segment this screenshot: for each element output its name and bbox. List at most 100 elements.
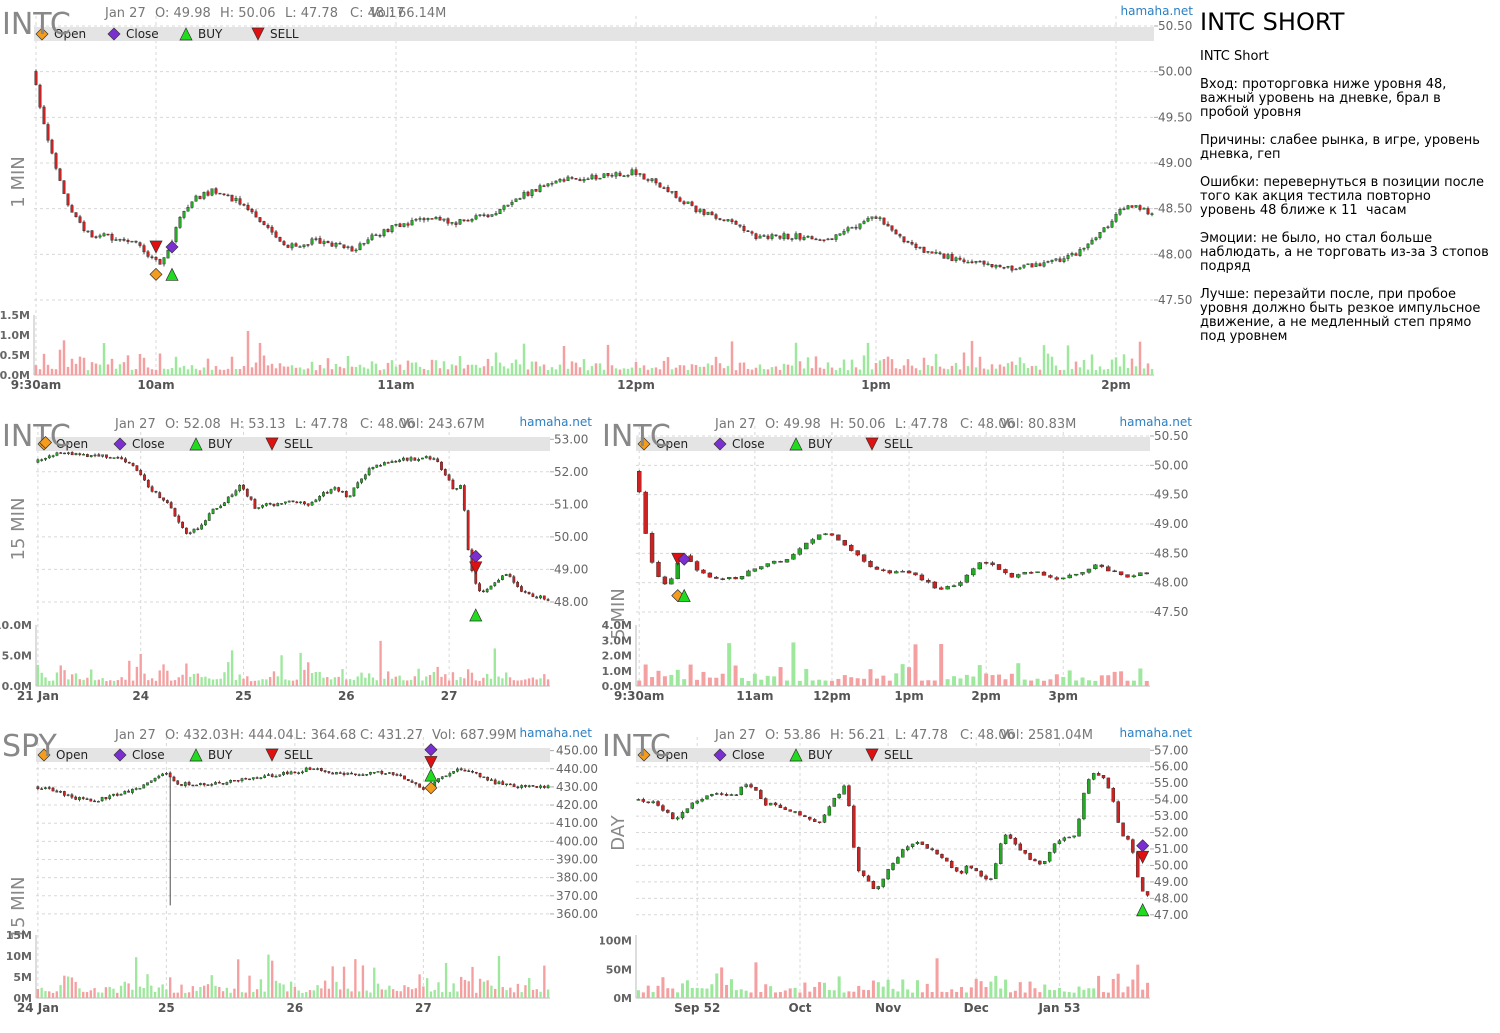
volume-bar [842, 992, 846, 998]
volume-bar [535, 989, 538, 998]
volume-bar [233, 988, 236, 998]
candle-body [836, 534, 841, 541]
candle-body [310, 238, 314, 245]
volume-bar [322, 368, 326, 375]
header-volume: Vol: 80.83M [1000, 417, 1076, 432]
volume-bar [208, 678, 211, 686]
volume-bar [574, 362, 578, 375]
volume-bar [432, 672, 436, 686]
chart-spy-15min: Open Close BUY SELL SPY Jan 27 O: 432.03 H: 444… [0, 723, 600, 1033]
volume-bar [59, 985, 62, 998]
candle-body [946, 254, 950, 259]
volume-bar [238, 369, 242, 375]
candle-body [542, 785, 546, 788]
candle-body [749, 784, 753, 788]
volume-bar [784, 680, 789, 686]
y-tick-label: 49.50 [1154, 488, 1188, 502]
y-tick-label: 440.00 [556, 762, 598, 776]
candle-body [466, 219, 470, 222]
volume-bar [262, 355, 266, 375]
y-tick-label: 390.00 [556, 852, 598, 866]
candle-body [514, 198, 518, 202]
volume-bar [486, 980, 489, 998]
candle-body [1111, 788, 1116, 802]
volume-bar [409, 679, 413, 686]
chart-intc-15min: Open Close BUY SELL INTC Jan 27 O: 52.08 H: 53.… [0, 412, 600, 712]
candle-body [739, 576, 745, 580]
volume-bar [59, 665, 62, 686]
volume-bar [714, 677, 719, 686]
candle-body [96, 801, 100, 803]
volume-bar [702, 366, 706, 375]
legend-close-icon [713, 748, 727, 762]
candle-body [700, 799, 704, 802]
vol-tick-label: 1.0M [0, 329, 30, 342]
candle-body [459, 768, 463, 771]
candle-body [598, 177, 602, 180]
legend-bar [636, 748, 1150, 762]
candle-body [682, 201, 686, 205]
volume-bar [939, 644, 944, 686]
candle-body [970, 261, 974, 263]
candle-body [78, 216, 82, 223]
volume-bar [1014, 364, 1018, 375]
volume-bar [512, 680, 516, 686]
candle-body [542, 595, 546, 600]
candle-body [649, 533, 655, 563]
x-tick-label: 26 [287, 1001, 304, 1015]
candle-body [47, 455, 51, 459]
legend-buy-label: BUY [208, 437, 233, 451]
y-tick-label: 54.00 [1154, 793, 1188, 807]
volume-bar [1146, 982, 1150, 998]
marker-buy-3 [677, 588, 691, 602]
candle-body [919, 574, 925, 581]
volume-bar [1042, 345, 1046, 375]
candle-body [906, 241, 910, 243]
volume-bar [436, 666, 439, 686]
marker-close-0 [1136, 839, 1150, 853]
header-date: Jan 27 [114, 728, 156, 743]
volume-bar [1101, 992, 1106, 998]
volume-bar [358, 364, 362, 375]
volume-bar [506, 368, 510, 375]
volume-bar [1041, 680, 1046, 686]
ticker-symbol: INTC [602, 729, 671, 764]
candle-body [342, 772, 346, 775]
candle-body [1074, 253, 1078, 256]
candle-body [1067, 574, 1072, 579]
volume-bar [120, 677, 123, 686]
candle-body [188, 532, 192, 534]
candle-body [520, 586, 523, 592]
candle-body [380, 771, 384, 774]
candle-body [986, 263, 990, 266]
y-tick-label: 400.00 [556, 834, 598, 848]
volume-bar [206, 358, 210, 375]
candle-body [675, 817, 680, 820]
volume-bar [460, 976, 463, 998]
volume-bar [654, 367, 658, 375]
volume-bar [762, 368, 766, 375]
candle-body [471, 771, 474, 773]
volume-bar [946, 369, 950, 375]
candle-body [1003, 834, 1008, 844]
candle-body [230, 194, 234, 202]
volume-bar [974, 978, 978, 998]
volume-bar [42, 353, 46, 375]
volume-bars [36, 954, 550, 998]
candle-body [1131, 575, 1137, 578]
candle-body [138, 788, 142, 790]
candle-body [498, 209, 502, 215]
volume-bar [1092, 988, 1096, 998]
marker-close-2 [677, 552, 691, 566]
legend-close-label: Close [132, 437, 165, 451]
volume-bar [178, 367, 182, 375]
volume-bar [498, 362, 502, 375]
candle-body [270, 226, 274, 233]
volume-bar [288, 680, 291, 686]
volume-bar [1048, 679, 1053, 686]
volume-bar [361, 965, 365, 998]
volume-bar [630, 367, 634, 375]
candle-body [938, 587, 944, 590]
